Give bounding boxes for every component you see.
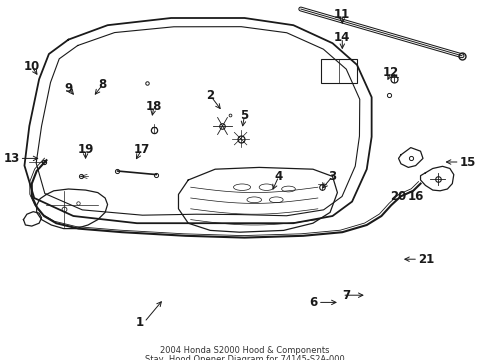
Text: 13: 13 (3, 152, 20, 165)
Text: 4: 4 (274, 170, 282, 183)
Text: 1: 1 (136, 316, 144, 329)
Text: 15: 15 (459, 156, 475, 168)
Text: 10: 10 (23, 60, 40, 73)
Text: 17: 17 (133, 143, 150, 156)
Text: 3: 3 (328, 170, 336, 183)
Text: 16: 16 (407, 190, 423, 203)
Text: 12: 12 (382, 66, 399, 78)
Text: 2: 2 (206, 89, 214, 102)
Text: 6: 6 (309, 296, 317, 309)
Bar (320, 59, 357, 83)
Text: Stay, Hood Opener Diagram for 74145-S2A-000: Stay, Hood Opener Diagram for 74145-S2A-… (144, 355, 344, 360)
Text: 8: 8 (99, 78, 106, 91)
Text: 18: 18 (145, 100, 162, 113)
Text: 21: 21 (417, 253, 433, 266)
Text: 7: 7 (342, 289, 350, 302)
Text: 2004 Honda S2000 Hood & Components: 2004 Honda S2000 Hood & Components (160, 346, 328, 355)
Text: 14: 14 (333, 31, 350, 44)
Text: 9: 9 (64, 82, 72, 95)
Text: 5: 5 (240, 109, 248, 122)
Text: 19: 19 (77, 143, 94, 156)
Text: 20: 20 (389, 190, 406, 203)
Text: 11: 11 (333, 8, 350, 21)
